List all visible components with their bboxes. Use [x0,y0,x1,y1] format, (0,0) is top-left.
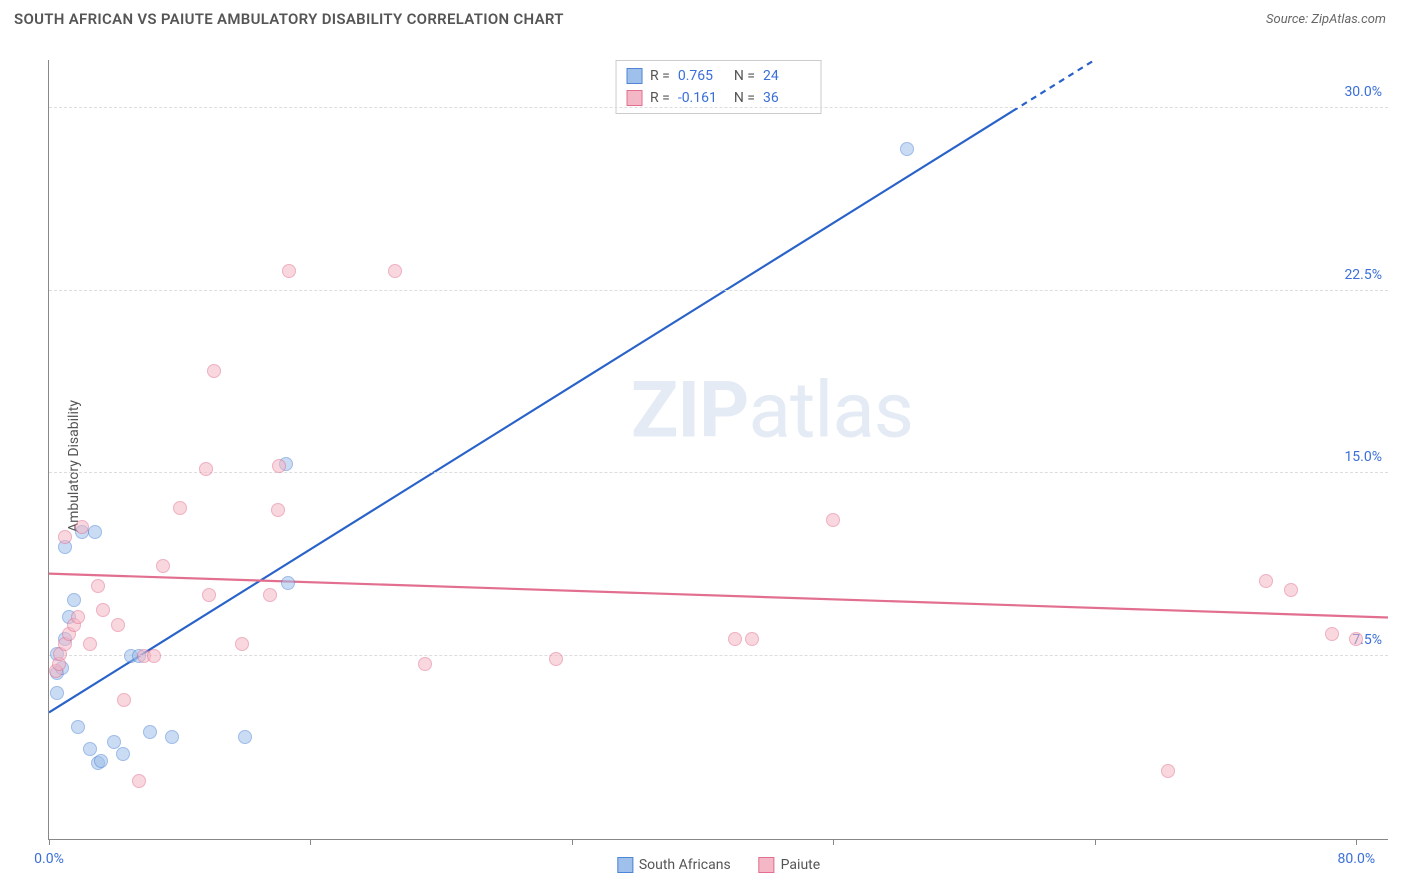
data-point [1161,764,1175,778]
y-tick-label: 15.0% [1344,449,1382,465]
data-point [71,720,85,734]
data-point [111,618,125,632]
chart-title: SOUTH AFRICAN VS PAIUTE AMBULATORY DISAB… [14,10,564,28]
data-point [83,742,97,756]
x-tick [572,839,573,845]
stat-r-value: -0.161 [678,87,726,109]
chart-container: Ambulatory Disability ZIPatlas R =0.765N… [0,40,1406,892]
stat-key: R = [650,87,670,109]
data-point [96,603,110,617]
source-attribution: Source: ZipAtlas.com [1266,12,1386,27]
data-point [147,649,161,663]
gridline [49,107,1388,108]
y-tick-label: 30.0% [1344,84,1382,100]
data-point [50,686,64,700]
x-tick [1356,839,1357,845]
data-point [58,530,72,544]
data-point [165,730,179,744]
data-point [143,725,157,739]
legend-label: South Africans [639,857,731,873]
data-point [1284,583,1298,597]
series-legend: South Africans Paiute [617,857,820,873]
plot-area: ZIPatlas R =0.765N =24R =-0.161N =36 Sou… [48,60,1388,840]
legend-item: South Africans [617,857,731,873]
data-point [281,576,295,590]
stats-row: R = 0.765 N = 24 [626,65,811,87]
swatch-icon [617,857,633,873]
watermark: ZIPatlas [631,365,913,456]
stat-key: N = [734,65,755,87]
y-tick-label: 22.5% [1344,267,1382,283]
data-point [900,142,914,156]
data-point [263,588,277,602]
legend-label: Paiute [781,857,821,873]
data-point [1259,574,1273,588]
stats-row: R = -0.161 N = 36 [626,87,811,109]
data-point [238,730,252,744]
data-point [88,525,102,539]
data-point [418,657,432,671]
stat-n-value: 24 [763,65,811,87]
data-point [728,632,742,646]
data-point [202,588,216,602]
data-point [75,520,89,534]
data-point [83,637,97,651]
x-tick [310,839,311,845]
x-tick-label: 80.0% [1338,851,1376,867]
data-point [117,693,131,707]
data-point [1325,627,1339,641]
data-point [91,579,105,593]
data-point [207,364,221,378]
x-tick-label: 0.0% [34,851,64,867]
stat-n-value: 36 [763,87,811,109]
legend-item: Paiute [759,857,821,873]
data-point [173,501,187,515]
x-tick [833,839,834,845]
data-point [549,652,563,666]
data-point [745,632,759,646]
gridline [49,655,1388,656]
header: SOUTH AFRICAN VS PAIUTE AMBULATORY DISAB… [0,0,1406,34]
data-point [282,264,296,278]
data-point [271,503,285,517]
x-tick [49,839,50,845]
data-point [156,559,170,573]
data-point [94,754,108,768]
swatch-icon [626,68,642,84]
data-point [132,774,146,788]
data-point [71,610,85,624]
data-point [116,747,130,761]
data-point [67,593,81,607]
swatch-icon [626,90,642,106]
stat-key: R = [650,65,670,87]
regression-lines [49,60,1388,839]
data-point [272,459,286,473]
data-point [235,637,249,651]
stat-key: N = [734,87,755,109]
swatch-icon [759,857,775,873]
gridline [49,290,1388,291]
data-point [388,264,402,278]
x-tick [1095,839,1096,845]
stat-r-value: 0.765 [678,65,726,87]
data-point [199,462,213,476]
data-point [1349,632,1363,646]
data-point [826,513,840,527]
gridline [49,472,1388,473]
